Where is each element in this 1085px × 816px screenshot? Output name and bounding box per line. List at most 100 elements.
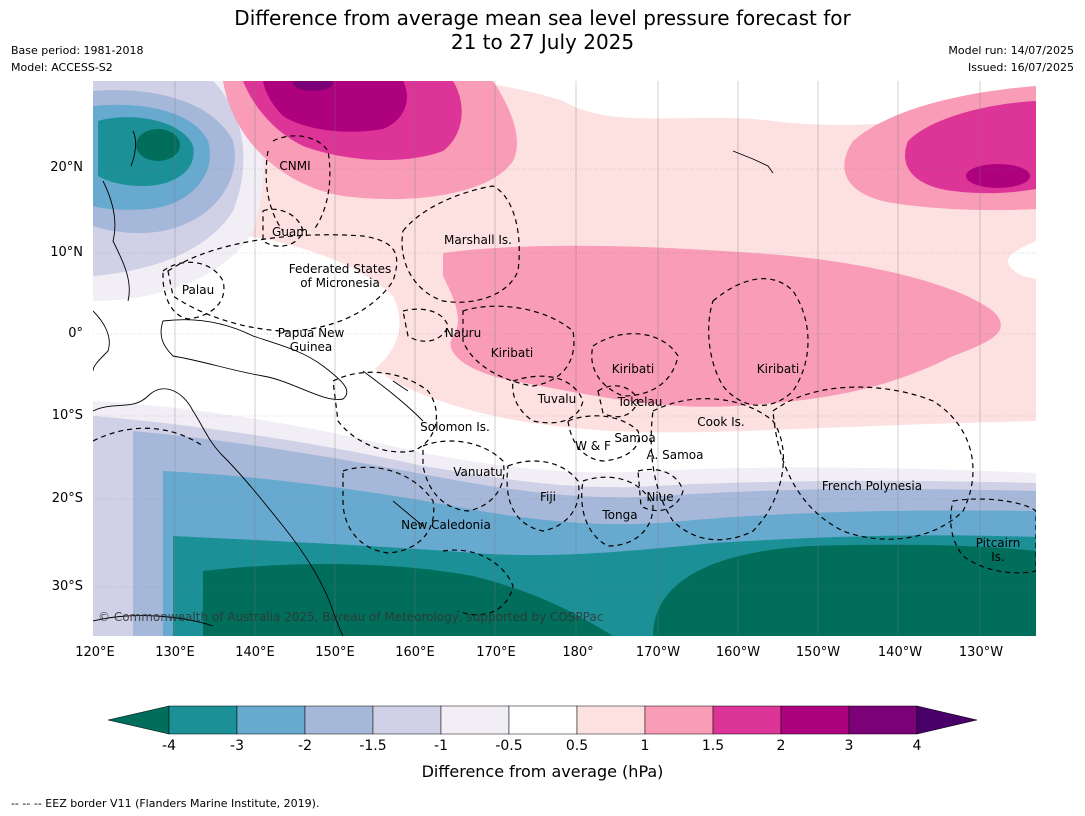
new-guinea-coast xyxy=(160,319,348,400)
cbar-seg-11 xyxy=(848,705,918,735)
eez-kiribati-c xyxy=(591,333,679,397)
north-lobe-3 xyxy=(293,81,333,91)
lon-label-170e: 170°E xyxy=(476,645,516,660)
eez-pitcairn xyxy=(950,498,1036,574)
label-fsm-1: Federated States xyxy=(289,262,391,276)
hawaii-coast xyxy=(732,150,774,174)
lon-label-130e: 130°E xyxy=(155,645,195,660)
cbar-seg-4 xyxy=(372,705,442,735)
eez-french-polynesia xyxy=(772,386,974,540)
cbar-tick-11: 3 xyxy=(844,738,854,754)
equatorial-lobe-1 xyxy=(443,245,1001,407)
label-pitcairn-1: Pitcairn xyxy=(976,536,1021,550)
colorbar-title: Difference from average (hPa) xyxy=(421,762,664,781)
band-minus-4-east xyxy=(653,544,1036,636)
philippines-coast xyxy=(102,130,137,302)
lon-label-140e: 140°E xyxy=(235,645,275,660)
cbar-tick-8: 1 xyxy=(640,738,650,754)
model-run: Model run: 14/07/2025 xyxy=(948,44,1074,57)
label-kiribati-w: Kiribati xyxy=(491,346,533,360)
colorbar xyxy=(108,705,978,735)
band-neutral-north xyxy=(473,81,1036,125)
cbar-seg-10 xyxy=(780,705,850,735)
cbar-seg-6 xyxy=(508,705,578,735)
cbar-seg-8 xyxy=(644,705,714,735)
label-cnmi: CNMI xyxy=(279,159,310,173)
lon-label-130w: 130°W xyxy=(958,645,1004,660)
label-tonga: Tonga xyxy=(601,508,637,522)
cbar-tick-2: -3 xyxy=(230,738,244,754)
label-fsm-2: of Micronesia xyxy=(300,276,380,290)
graticule xyxy=(93,81,1036,636)
title-line-2: 21 to 27 July 2025 xyxy=(450,30,635,54)
eez-solomon xyxy=(332,371,437,453)
label-solomon: Solomon Is. xyxy=(420,420,490,434)
cbar-seg-9 xyxy=(712,705,782,735)
pressure-anomaly-map: CNMI Guam Marshall Is. Federated States … xyxy=(93,81,1036,636)
cbar-tick-4: -1.5 xyxy=(359,738,387,754)
label-png-1: Papua New xyxy=(278,326,345,340)
eez-niue xyxy=(637,468,684,512)
label-vanuatu: Vanuatu xyxy=(453,465,503,479)
eez-footnote: -- -- -- EEZ border V11 (Flanders Marine… xyxy=(11,797,320,810)
lon-label-160w: 160°W xyxy=(715,645,761,660)
lon-label-140w: 140°W xyxy=(877,645,923,660)
base-period: Base period: 1981-2018 xyxy=(11,44,144,57)
cbar-seg-1 xyxy=(168,705,238,735)
eez-cook xyxy=(650,398,784,541)
cbar-extend-low xyxy=(108,705,170,735)
title-line-1: Difference from average mean sea level p… xyxy=(234,6,851,30)
meta-right: Model run: 14/07/2025 Issued: 16/07/2025 xyxy=(948,42,1074,76)
eez-vanuatu xyxy=(422,440,505,512)
lon-label-180: 180° xyxy=(562,645,594,660)
cbar-seg-5 xyxy=(440,705,510,735)
label-marshall: Marshall Is. xyxy=(444,233,512,247)
cbar-extend-high xyxy=(916,705,978,735)
eez-kiribati-w xyxy=(462,305,575,387)
lon-label-150w: 150°W xyxy=(795,645,841,660)
cbar-tick-12: 4 xyxy=(912,738,922,754)
eez-palau xyxy=(162,261,225,320)
lat-label-0: 0° xyxy=(68,326,83,341)
eez-wf-samoa xyxy=(567,415,640,462)
lat-label-20s: 20°S xyxy=(51,491,83,506)
model-name: Model: ACCESS-S2 xyxy=(11,61,113,74)
label-guam: Guam xyxy=(272,225,308,239)
lat-label-30s: 30°S xyxy=(51,579,83,594)
eez-guam xyxy=(262,208,304,247)
map-svg: CNMI Guam Marshall Is. Federated States … xyxy=(93,81,1036,636)
label-cook: Cook Is. xyxy=(697,415,744,429)
cbar-seg-2 xyxy=(236,705,306,735)
eez-new-caledonia xyxy=(342,466,435,554)
cbar-tick-10: 2 xyxy=(776,738,786,754)
lon-label-170w: 170°W xyxy=(635,645,681,660)
eez-tokelau xyxy=(597,385,639,418)
eez-tonga xyxy=(581,476,654,547)
cbar-tick-3: -2 xyxy=(298,738,312,754)
solomon-coast xyxy=(362,370,424,422)
place-labels: CNMI Guam Marshall Is. Federated States … xyxy=(182,159,1020,564)
label-pitcairn-2: Is. xyxy=(991,550,1005,564)
lon-label-160e: 160°E xyxy=(395,645,435,660)
label-tuvalu: Tuvalu xyxy=(537,392,577,406)
label-png-2: Guinea xyxy=(290,340,333,354)
label-fiji: Fiji xyxy=(540,490,556,504)
label-wf: W & F xyxy=(575,439,611,453)
coastlines xyxy=(93,130,774,636)
lat-label-10s: 10°S xyxy=(51,408,83,423)
eez-tuvalu xyxy=(512,375,584,424)
eez-borders xyxy=(93,135,1036,616)
cbar-seg-3 xyxy=(304,705,374,735)
issued-date: Issued: 16/07/2025 xyxy=(967,61,1074,74)
ne-lobe-2 xyxy=(966,164,1030,188)
lon-label-150e: 150°E xyxy=(315,645,355,660)
label-new-caledonia: New Caledonia xyxy=(401,518,491,532)
eez-cnmi xyxy=(265,135,331,232)
label-nauru: Nauru xyxy=(445,326,481,340)
lon-label-120e: 120°E xyxy=(75,645,115,660)
label-palau: Palau xyxy=(182,283,214,297)
eez-nauru xyxy=(402,308,449,342)
new-caledonia-coast xyxy=(392,500,424,527)
meta-left: Base period: 1981-2018 Model: ACCESS-S2 xyxy=(11,42,143,76)
label-kiribati-c: Kiribati xyxy=(612,362,654,376)
